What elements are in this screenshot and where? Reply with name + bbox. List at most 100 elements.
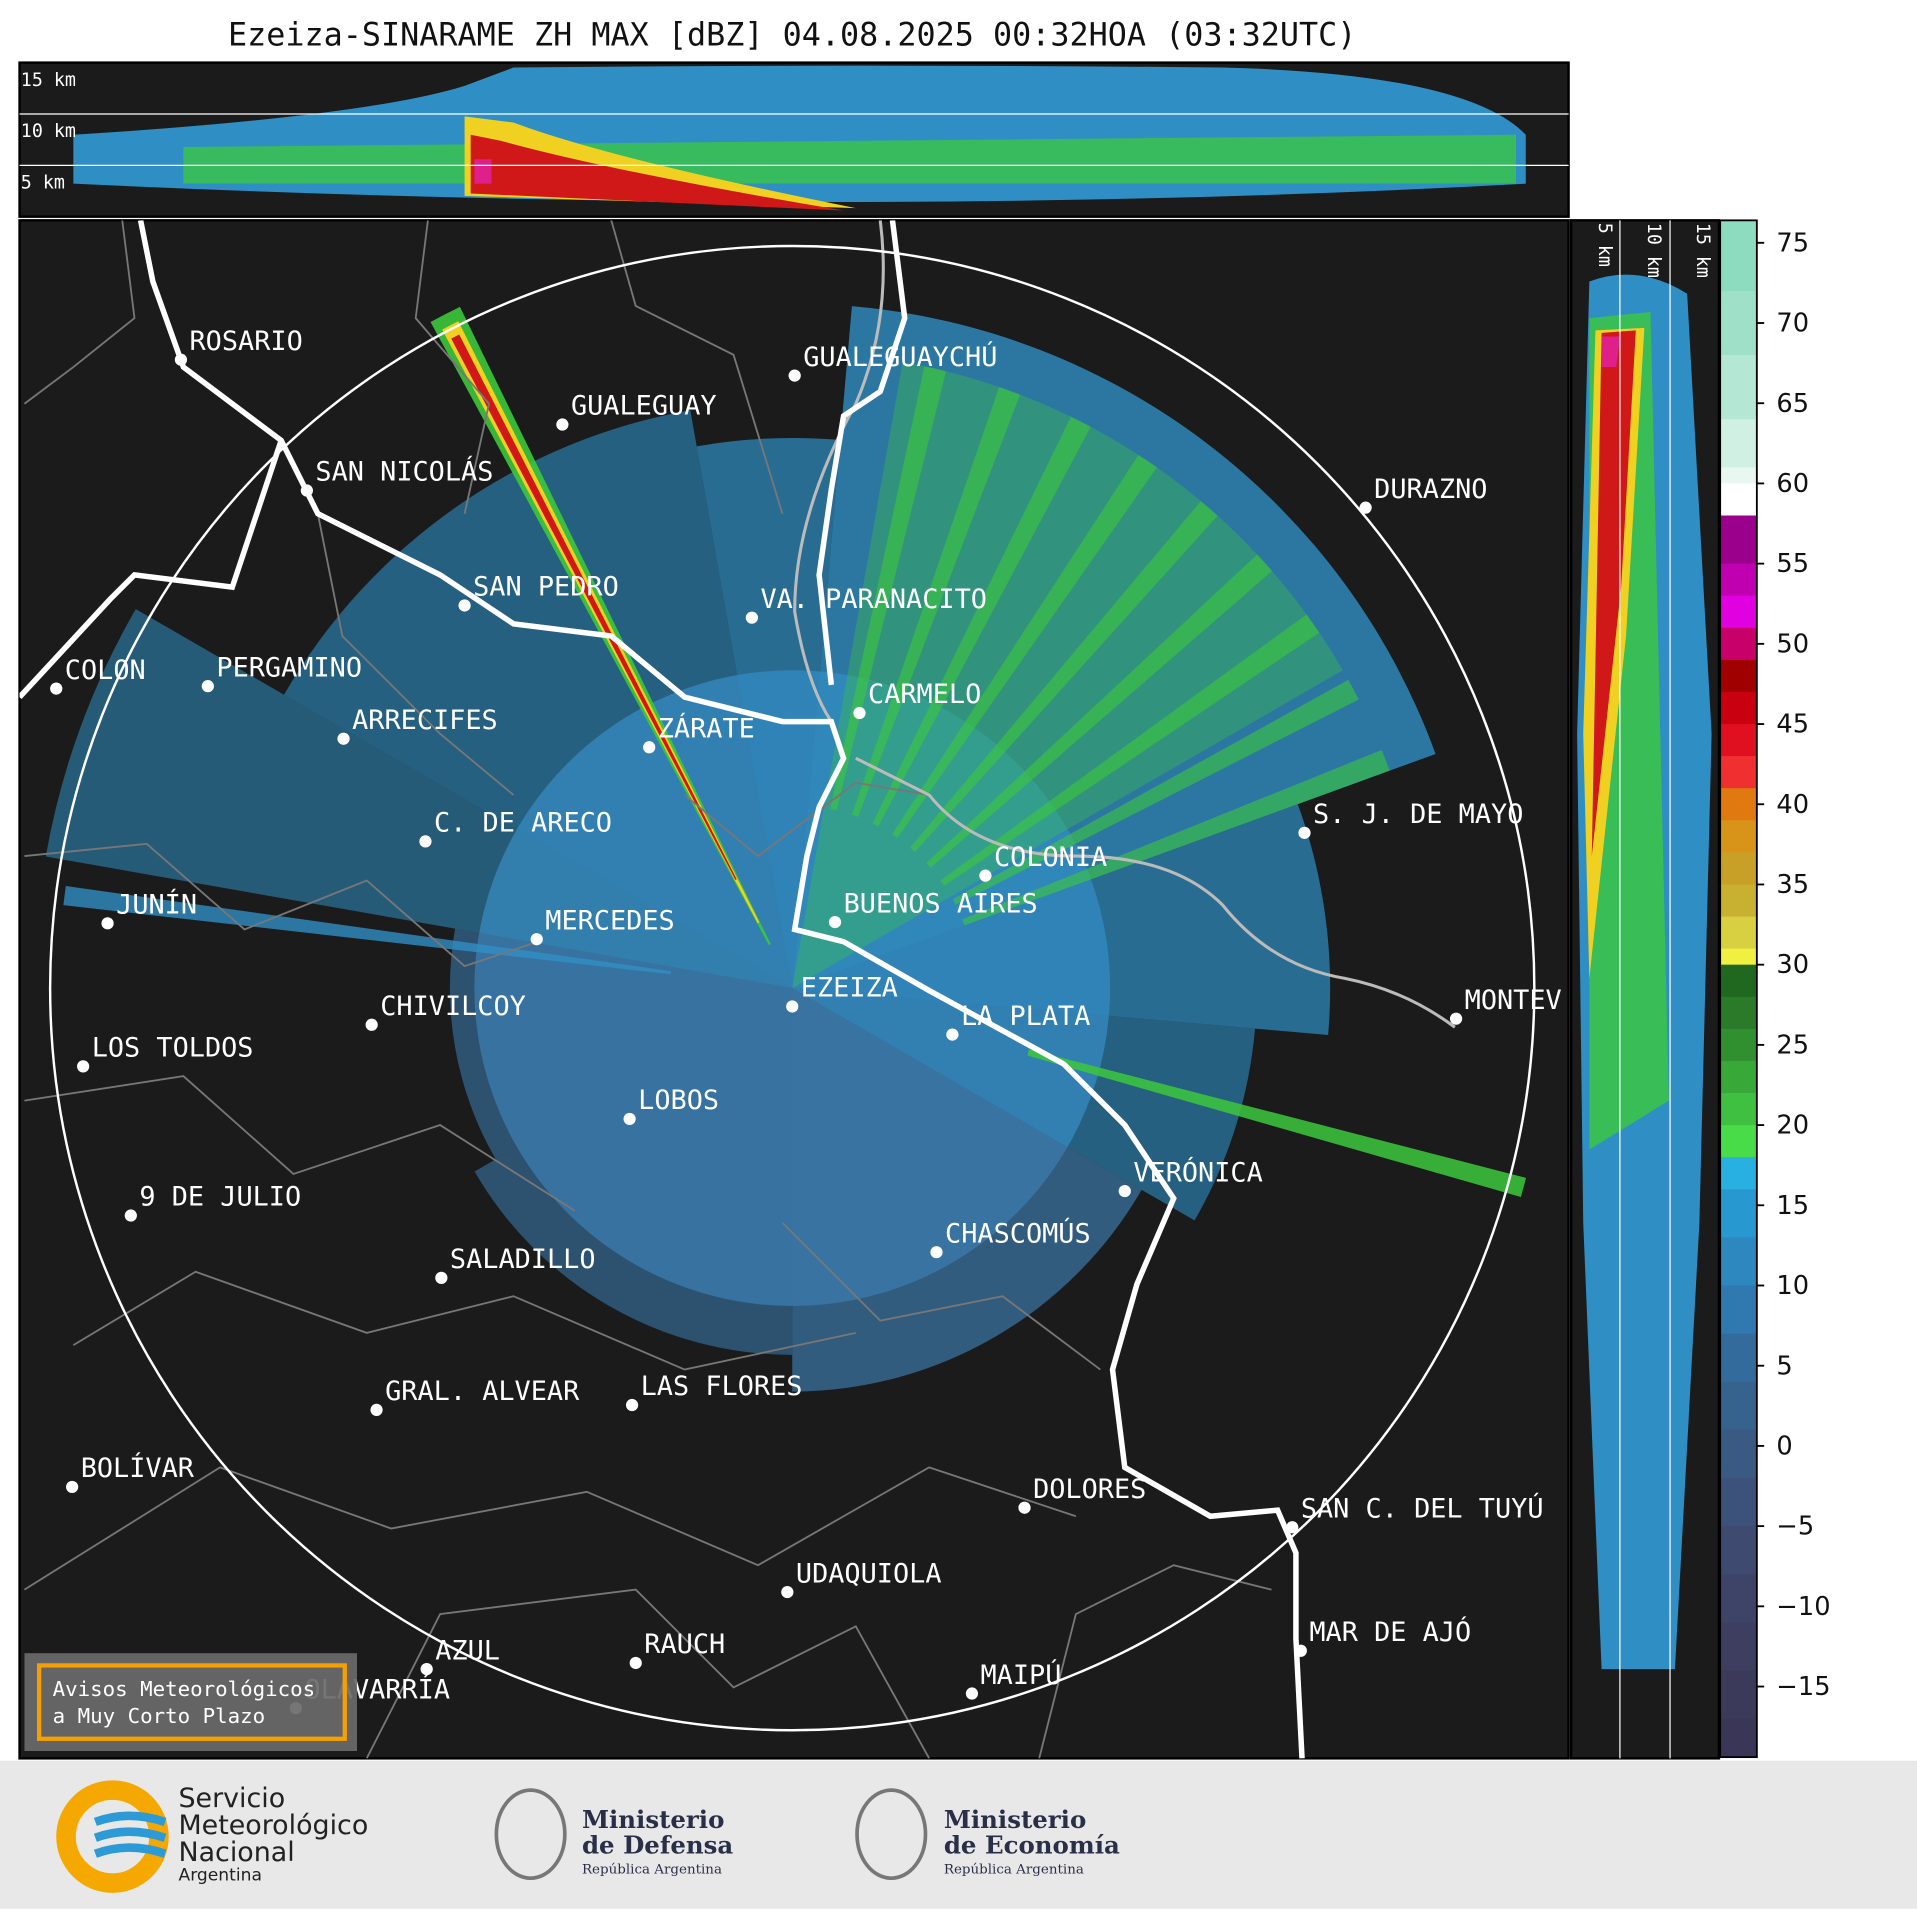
colorbar-segment (1720, 1060, 1757, 1094)
city-dot (77, 1060, 90, 1073)
city-label: SAN NICOLÁS (315, 456, 493, 488)
height-label: 5 km (21, 173, 65, 194)
warning-box: Avisos Meteorológicos a Muy Corto Plazo (24, 1653, 357, 1752)
colorbar-tick-label: 25 (1776, 1030, 1809, 1060)
city-label: GUALEGUAY (571, 391, 717, 422)
echo (451, 334, 737, 880)
footer-text: República Argentina (582, 1862, 722, 1877)
city-label: GUALEGUAYCHÚ (803, 341, 997, 373)
city-dot (458, 599, 471, 612)
echo (1027, 1049, 1527, 1198)
colorbar-segment (1720, 916, 1757, 950)
echo (449, 928, 793, 1160)
range-ring (48, 244, 1536, 1732)
colorbar-segment (1720, 1189, 1757, 1239)
city-label: MAIPÚ (981, 1659, 1062, 1691)
city-label: COLON (65, 655, 146, 686)
colorbar-tick-label: 20 (1776, 1111, 1809, 1141)
colorbar-segment (1720, 788, 1757, 822)
city-label: 9 DE JULIO (139, 1182, 301, 1213)
city-dot (828, 915, 842, 929)
borders (793, 220, 1456, 1029)
city-dot (965, 1687, 979, 1700)
colorbar-tick-label: 35 (1776, 870, 1809, 900)
city-dot (1018, 1501, 1031, 1514)
city-label: LOBOS (638, 1085, 719, 1116)
colorbar-tick-label: 40 (1776, 790, 1809, 820)
defensa-logo: Ministerio de Defensa República Argentin… (494, 1788, 733, 1880)
colorbar-tick-label: 10 (1776, 1271, 1809, 1301)
colorbar-segment (1720, 996, 1757, 1030)
colorbar-segment (1720, 1526, 1757, 1575)
city-dot (419, 835, 432, 848)
city-dot (201, 680, 214, 693)
city-dot (643, 741, 656, 754)
colorbar-segment (1720, 1333, 1757, 1383)
city-label: DOLORES (1033, 1474, 1146, 1505)
top-panel: 15 km 10 km 5 km (18, 61, 1570, 218)
city-dot (786, 1000, 799, 1013)
colorbar-segment (1720, 1670, 1757, 1720)
city-dot (788, 369, 801, 382)
city-label: VA. PARANACITO (760, 584, 987, 615)
city-label: CARMELO (868, 679, 981, 710)
boundaries (23, 220, 1272, 1759)
colorbar-segment (1720, 1028, 1757, 1062)
city-dot (420, 1662, 433, 1676)
echo (892, 454, 1157, 838)
city-dot (556, 418, 569, 431)
colorbar-segment (1720, 627, 1757, 661)
colorbar-segment (1720, 820, 1757, 854)
city-label: GRAL. ALVEAR (385, 1376, 580, 1407)
city-dot (781, 1585, 794, 1599)
colorbar-segment (1720, 419, 1757, 469)
colorbar-tick-label: 0 (1776, 1431, 1792, 1461)
colorbar-segment (1720, 756, 1757, 789)
echo (63, 886, 672, 975)
city-label: RAUCH (644, 1629, 725, 1660)
city-label: MAR DE AJÓ (1309, 1616, 1471, 1648)
height-label: 10 km (21, 121, 76, 142)
city-dot (365, 1018, 378, 1031)
footer-text: República Argentina (944, 1862, 1084, 1877)
colorbar-tick-label: 30 (1776, 950, 1809, 980)
echo (952, 679, 1359, 905)
colorbar-tick-label: 55 (1776, 549, 1809, 579)
city-label: LA PLATA (961, 1001, 1090, 1032)
city-label: DURAZNO (1374, 474, 1487, 505)
echo (792, 988, 1142, 1392)
city-dot (625, 1398, 639, 1412)
echo (851, 387, 1021, 817)
city-dot (946, 1028, 959, 1041)
city-dot (979, 869, 992, 882)
city-label: AZUL (435, 1635, 500, 1666)
colorbar-segment (1720, 1093, 1757, 1126)
colorbar-tick-label: 65 (1776, 389, 1809, 419)
colorbar-tick-label: 70 (1776, 309, 1809, 339)
echo (940, 614, 1320, 886)
city-dot (101, 917, 114, 930)
height-label: 5 km (1594, 223, 1615, 267)
economia-logo: Ministerio de Economía República Argenti… (855, 1788, 1120, 1880)
colorbar-segment (1720, 1622, 1757, 1672)
city-dot (1294, 1644, 1307, 1657)
warning-text: a Muy Corto Plazo (53, 1704, 266, 1728)
echo (926, 554, 1273, 868)
colorbar-tick-label: 75 (1776, 228, 1809, 258)
city-label: PERGAMINO (216, 652, 362, 683)
colorbar-segment (1720, 852, 1757, 886)
height-label: 10 km (1643, 223, 1664, 278)
echo (284, 410, 793, 989)
city-label: UDAQUIOLA (796, 1558, 942, 1589)
city-dot (435, 1271, 448, 1284)
colorbar-tick-label: −5 (1776, 1512, 1814, 1542)
radar-echoes (45, 306, 1527, 1392)
colorbar-segment (1720, 724, 1757, 757)
colorbar-segment (1720, 691, 1757, 725)
city-label: JUNÍN (116, 889, 197, 921)
echo (910, 501, 1218, 852)
colorbar-segment (1720, 467, 1757, 485)
colorbar-segment (1720, 563, 1757, 597)
colorbar-segment (1720, 290, 1757, 356)
